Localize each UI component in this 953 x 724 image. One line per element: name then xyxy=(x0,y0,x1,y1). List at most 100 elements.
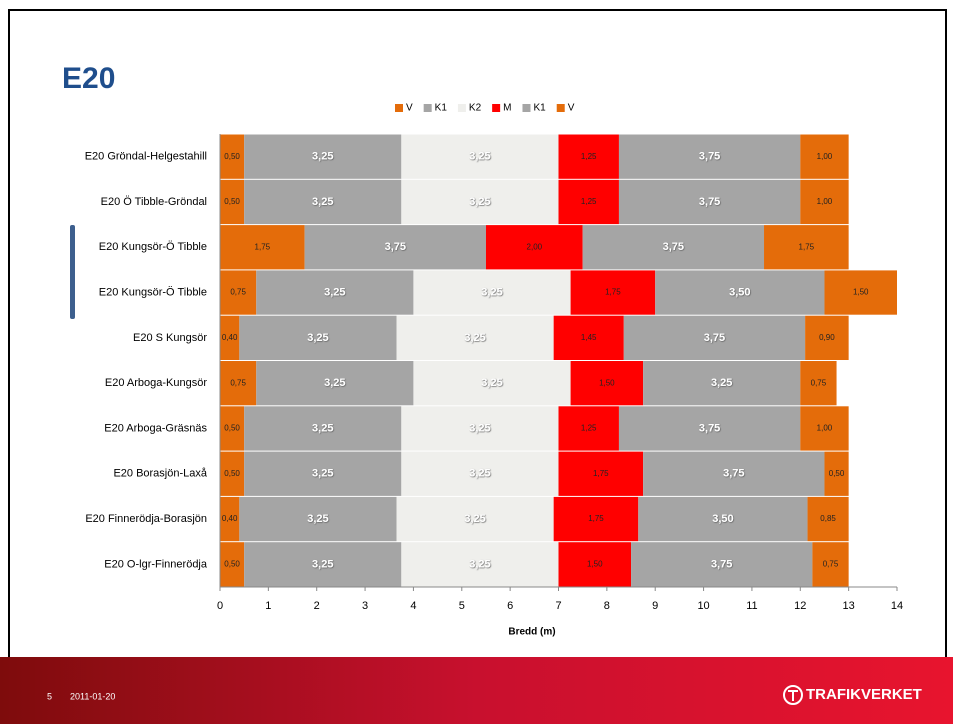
bar-segment xyxy=(401,451,559,496)
legend-label: K2 xyxy=(469,103,482,114)
value-label: 1,75 xyxy=(593,469,609,478)
value-label: 3,25 xyxy=(711,377,732,389)
bar-segment xyxy=(401,406,559,451)
bar-segment xyxy=(800,134,849,179)
x-tick-label: 14 xyxy=(891,600,903,612)
x-tick-label: 13 xyxy=(843,600,855,612)
bar-segment xyxy=(582,225,765,270)
x-tick-label: 3 xyxy=(362,600,368,612)
value-label: 1,00 xyxy=(817,197,833,206)
bar-segment xyxy=(800,179,849,225)
bar-segment xyxy=(558,179,619,225)
value-label: 3,75 xyxy=(711,558,732,570)
value-label: 3,25 xyxy=(307,332,328,344)
x-tick-label: 9 xyxy=(652,600,658,612)
bar-segment xyxy=(764,225,849,270)
bar-segment xyxy=(220,451,245,496)
bar-segment xyxy=(401,134,559,179)
legend-swatch xyxy=(556,104,565,112)
x-axis-label: Bredd (m) xyxy=(508,627,555,638)
value-label: 2,00 xyxy=(527,242,543,251)
logo: TRAFIKVERKET xyxy=(783,685,922,705)
value-label: 1,25 xyxy=(581,152,597,161)
legend-swatch xyxy=(492,104,501,112)
value-label: 3,75 xyxy=(699,422,720,434)
bar-segment xyxy=(553,496,639,542)
value-label: 0,50 xyxy=(829,469,845,478)
value-label: 1,45 xyxy=(581,333,597,342)
bar-segment xyxy=(812,542,849,587)
value-label: 3,75 xyxy=(385,241,406,253)
category-label: E20 Kungsör-Ö Tibble xyxy=(99,286,207,298)
value-label: 3,25 xyxy=(481,377,502,389)
bar-segment xyxy=(413,270,571,315)
bar-segment xyxy=(824,451,849,496)
bracket-marker xyxy=(70,225,75,319)
bar-segment xyxy=(220,406,245,451)
bar-segment xyxy=(638,496,808,542)
title: E20 xyxy=(62,62,115,95)
bar-segment xyxy=(220,134,245,179)
value-label: 0,75 xyxy=(823,559,839,568)
x-tick-label: 1 xyxy=(265,600,271,612)
bar-segment xyxy=(256,270,414,315)
value-label: 3,25 xyxy=(464,332,485,344)
x-tick-label: 4 xyxy=(410,600,416,612)
bar-segment xyxy=(800,406,849,451)
value-label: 0,50 xyxy=(224,469,240,478)
bar-segment xyxy=(413,361,571,406)
value-label: 3,25 xyxy=(312,558,333,570)
legend-label: K1 xyxy=(533,103,546,114)
bar-segment xyxy=(570,361,644,406)
legend-label: M xyxy=(503,103,511,114)
value-label: 3,25 xyxy=(469,151,490,163)
value-label: 1,00 xyxy=(817,424,833,433)
value-label: 3,25 xyxy=(324,377,345,389)
value-label: 3,25 xyxy=(324,286,345,298)
value-label: 3,50 xyxy=(712,513,733,525)
x-tick-label: 5 xyxy=(459,600,465,612)
value-label: 3,25 xyxy=(469,196,490,208)
bar-segment xyxy=(220,361,257,406)
category-label: E20 Kungsör-Ö Tibble xyxy=(99,241,207,253)
value-label: 3,25 xyxy=(481,286,502,298)
bar-segment xyxy=(401,542,559,587)
category-label: E20 Finnerödja-Borasjön xyxy=(85,513,207,525)
value-label: 3,75 xyxy=(704,332,725,344)
value-label: 1,75 xyxy=(799,242,815,251)
value-label: 3,75 xyxy=(699,151,720,163)
x-tick-label: 11 xyxy=(746,600,757,612)
bar-segment xyxy=(256,361,414,406)
bar-segment xyxy=(220,270,257,315)
value-label: 3,25 xyxy=(469,558,490,570)
value-label: 3,25 xyxy=(312,468,333,480)
bar-segment xyxy=(485,225,583,270)
legend-swatch xyxy=(457,104,466,112)
value-label: 0,40 xyxy=(222,514,238,523)
value-label: 3,25 xyxy=(307,513,328,525)
value-label: 1,75 xyxy=(605,288,621,297)
x-tick-label: 8 xyxy=(604,600,610,612)
value-label: 0,50 xyxy=(224,424,240,433)
bar-segment xyxy=(618,406,801,451)
category-label: E20 Arboga-Gräsnäs xyxy=(104,422,207,434)
category-label: E20 Ö Tibble-Gröndal xyxy=(101,196,207,208)
bar-segment xyxy=(558,451,644,496)
bar-segment xyxy=(618,134,801,179)
value-label: 3,25 xyxy=(312,151,333,163)
bar-segment xyxy=(220,496,240,542)
bar-segment xyxy=(396,496,554,542)
category-label: E20 Arboga-Kungsör xyxy=(105,377,207,389)
category-label: E20 S Kungsör xyxy=(133,332,207,344)
x-tick-label: 2 xyxy=(314,600,320,612)
value-label: 1,25 xyxy=(581,424,597,433)
bar-segment xyxy=(631,542,813,587)
legend-swatch xyxy=(395,104,403,112)
value-label: 1,50 xyxy=(599,378,615,387)
bar-segment xyxy=(220,315,240,360)
bar-segment xyxy=(244,542,402,587)
value-label: 3,25 xyxy=(469,422,490,434)
bar-segment xyxy=(244,451,402,496)
value-label: 3,25 xyxy=(464,513,485,525)
logo-text: TRAFIKVERKET xyxy=(806,686,922,703)
